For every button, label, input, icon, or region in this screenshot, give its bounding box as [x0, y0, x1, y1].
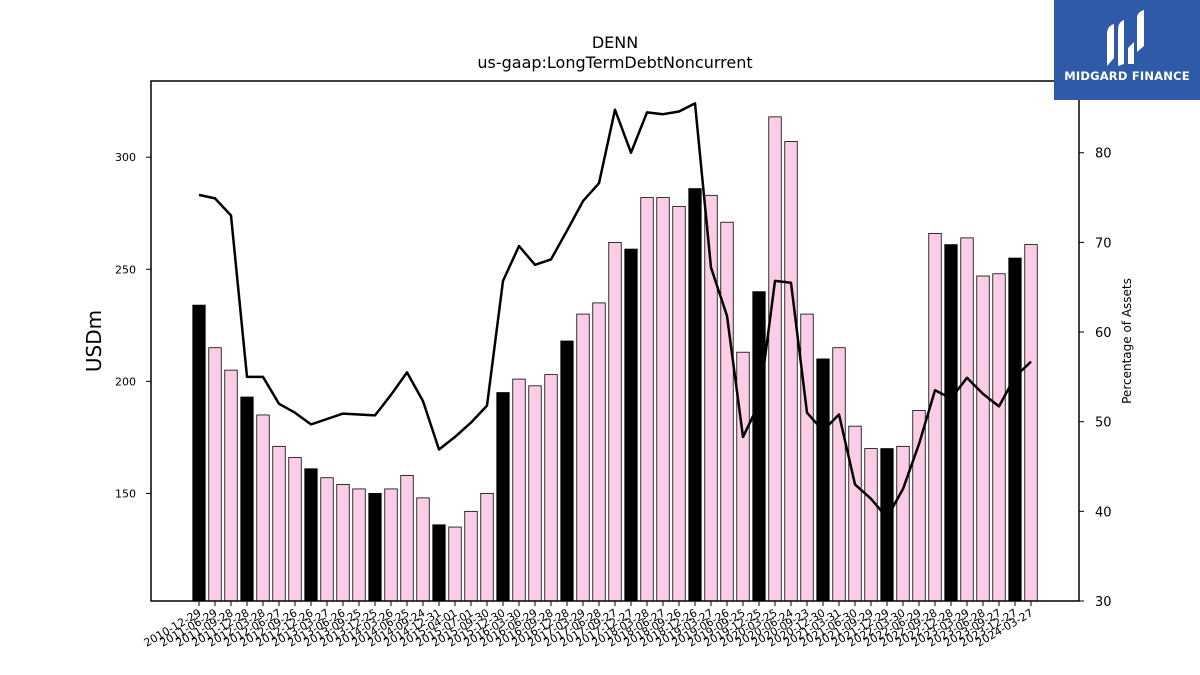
y2-tick-label: 70	[1095, 236, 1112, 251]
bar	[672, 206, 686, 602]
bar	[1008, 257, 1022, 602]
bar	[272, 445, 286, 602]
bar	[512, 378, 526, 602]
bar	[768, 116, 782, 602]
logo-badge: MIDGARD FINANCE	[1054, 0, 1200, 100]
percentage-line	[198, 102, 1032, 519]
x-axis: 2010-12-292011-06-292011-09-282011-12-28…	[142, 601, 1036, 650]
y2-axis-label: Percentage of Assets	[1120, 278, 1134, 404]
bar	[352, 488, 366, 602]
bar	[992, 273, 1006, 602]
bar	[400, 475, 414, 602]
bar	[464, 510, 478, 602]
bar	[576, 313, 590, 602]
bar	[832, 347, 846, 602]
bar	[624, 248, 638, 602]
bar	[656, 197, 670, 602]
bar	[528, 385, 542, 602]
bar	[320, 477, 334, 602]
y2-tick-label: 60	[1095, 326, 1112, 341]
bar	[816, 358, 830, 602]
logo-text: MIDGARD FINANCE	[1064, 69, 1190, 83]
bar	[800, 313, 814, 602]
bar	[336, 484, 350, 602]
bar	[608, 241, 622, 602]
bar	[432, 524, 446, 602]
bar	[560, 340, 574, 602]
bar	[960, 237, 974, 602]
bar	[912, 410, 926, 602]
bar	[784, 141, 798, 602]
bar	[288, 457, 302, 602]
y-tick-label: 150	[115, 487, 136, 500]
bar	[416, 497, 430, 602]
bar	[880, 448, 894, 602]
y2-tick-label: 40	[1095, 505, 1112, 520]
line-layer	[198, 102, 1032, 519]
y-axis-left: 150 200 250 300	[115, 151, 151, 500]
bar	[896, 445, 910, 602]
bar	[592, 302, 606, 602]
y-tick-label: 200	[115, 375, 136, 388]
bar	[256, 414, 270, 602]
y-axis-right: 30 40 50 60 70 80	[1079, 147, 1112, 610]
bar	[1024, 244, 1038, 602]
bar	[736, 351, 750, 602]
bar	[192, 304, 206, 602]
midgard-logo-icon	[1107, 10, 1144, 66]
bar	[848, 425, 862, 602]
chart-title: DENN	[592, 33, 638, 52]
y-tick-label: 300	[115, 151, 136, 164]
bar	[720, 221, 734, 602]
bar	[864, 448, 878, 602]
y2-tick-label: 30	[1095, 595, 1112, 610]
bar	[544, 374, 558, 602]
bar	[368, 493, 382, 602]
bar	[752, 291, 766, 602]
bar	[928, 233, 942, 602]
bar	[976, 275, 990, 602]
bar	[208, 347, 222, 602]
bar	[688, 188, 702, 602]
bar	[640, 197, 654, 602]
chart-subtitle: us-gaap:LongTermDebtNoncurrent	[477, 53, 752, 72]
y-axis-label: USDm	[82, 310, 106, 372]
y-tick-label: 250	[115, 263, 136, 276]
bar	[224, 369, 238, 602]
y2-tick-label: 50	[1095, 416, 1112, 431]
bars-layer	[192, 116, 1038, 602]
bar	[944, 244, 958, 602]
bar	[384, 488, 398, 602]
bar	[448, 526, 462, 602]
bar	[240, 396, 254, 602]
y2-tick-label: 80	[1095, 147, 1112, 162]
bar	[496, 392, 510, 602]
bar	[304, 468, 318, 602]
bar	[480, 493, 494, 602]
